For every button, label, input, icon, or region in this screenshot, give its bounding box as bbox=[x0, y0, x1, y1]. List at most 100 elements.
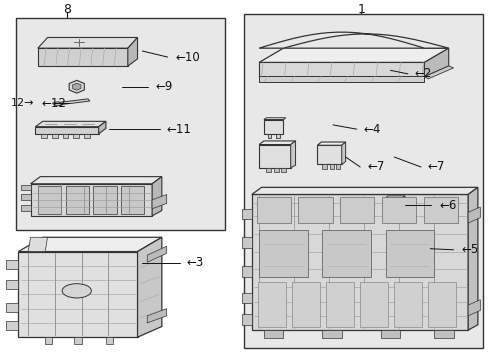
Text: ←7: ←7 bbox=[366, 161, 384, 174]
Polygon shape bbox=[21, 185, 30, 190]
Polygon shape bbox=[242, 314, 251, 325]
Polygon shape bbox=[426, 243, 428, 255]
Polygon shape bbox=[291, 282, 320, 327]
Polygon shape bbox=[325, 282, 354, 327]
Polygon shape bbox=[424, 66, 453, 79]
Polygon shape bbox=[69, 80, 84, 93]
Polygon shape bbox=[54, 102, 62, 106]
Polygon shape bbox=[317, 142, 345, 145]
Polygon shape bbox=[413, 255, 416, 259]
Polygon shape bbox=[322, 230, 370, 276]
Polygon shape bbox=[21, 205, 30, 211]
Polygon shape bbox=[52, 99, 90, 105]
Polygon shape bbox=[385, 198, 402, 221]
Polygon shape bbox=[409, 244, 426, 255]
Polygon shape bbox=[99, 121, 106, 134]
Polygon shape bbox=[242, 237, 251, 248]
Text: ←10: ←10 bbox=[175, 51, 199, 64]
Polygon shape bbox=[35, 121, 106, 127]
Ellipse shape bbox=[62, 284, 91, 298]
Polygon shape bbox=[256, 197, 290, 223]
Polygon shape bbox=[340, 197, 373, 223]
Polygon shape bbox=[242, 266, 251, 276]
Polygon shape bbox=[62, 134, 68, 138]
Polygon shape bbox=[259, 76, 424, 82]
Text: ←7: ←7 bbox=[427, 161, 444, 174]
Polygon shape bbox=[35, 127, 99, 134]
Text: 8: 8 bbox=[63, 3, 71, 16]
Polygon shape bbox=[147, 246, 166, 262]
Text: ←2: ←2 bbox=[414, 67, 431, 80]
Polygon shape bbox=[65, 185, 89, 214]
Polygon shape bbox=[419, 255, 422, 259]
Polygon shape bbox=[258, 282, 286, 327]
Polygon shape bbox=[93, 185, 116, 214]
Polygon shape bbox=[152, 194, 166, 209]
Polygon shape bbox=[385, 196, 404, 198]
Polygon shape bbox=[6, 321, 19, 330]
Polygon shape bbox=[28, 237, 47, 252]
Polygon shape bbox=[264, 118, 285, 120]
Polygon shape bbox=[402, 196, 404, 221]
Polygon shape bbox=[147, 309, 166, 323]
Polygon shape bbox=[341, 142, 345, 164]
Polygon shape bbox=[259, 144, 290, 168]
Text: ←4: ←4 bbox=[363, 123, 380, 136]
Polygon shape bbox=[467, 207, 479, 223]
Polygon shape bbox=[242, 209, 251, 220]
Polygon shape bbox=[423, 197, 457, 223]
Polygon shape bbox=[242, 293, 251, 303]
Polygon shape bbox=[72, 83, 81, 90]
Polygon shape bbox=[335, 164, 340, 169]
Polygon shape bbox=[127, 37, 137, 66]
Polygon shape bbox=[290, 141, 295, 168]
Polygon shape bbox=[264, 120, 283, 134]
Polygon shape bbox=[152, 177, 162, 216]
Polygon shape bbox=[259, 62, 424, 77]
Polygon shape bbox=[264, 330, 283, 338]
Polygon shape bbox=[6, 280, 19, 289]
Polygon shape bbox=[19, 237, 162, 252]
Polygon shape bbox=[433, 330, 453, 338]
Polygon shape bbox=[380, 330, 399, 338]
Polygon shape bbox=[137, 237, 162, 337]
Polygon shape bbox=[427, 282, 456, 327]
Polygon shape bbox=[267, 134, 271, 138]
Polygon shape bbox=[385, 230, 433, 276]
Polygon shape bbox=[317, 145, 341, 164]
Polygon shape bbox=[6, 261, 19, 269]
Polygon shape bbox=[322, 330, 341, 338]
Polygon shape bbox=[38, 185, 61, 214]
Polygon shape bbox=[19, 252, 137, 337]
Text: ←6: ←6 bbox=[438, 199, 455, 212]
Polygon shape bbox=[360, 282, 387, 327]
Polygon shape bbox=[106, 337, 113, 344]
Polygon shape bbox=[273, 168, 278, 172]
Text: 12→: 12→ bbox=[11, 99, 34, 108]
Polygon shape bbox=[45, 337, 52, 344]
Polygon shape bbox=[329, 164, 333, 169]
Text: ←9: ←9 bbox=[155, 80, 172, 93]
Polygon shape bbox=[38, 37, 137, 48]
Text: ←11: ←11 bbox=[166, 123, 191, 136]
Polygon shape bbox=[38, 48, 127, 66]
Polygon shape bbox=[298, 197, 332, 223]
Polygon shape bbox=[322, 164, 326, 169]
Polygon shape bbox=[52, 134, 58, 138]
Polygon shape bbox=[276, 134, 279, 138]
Polygon shape bbox=[424, 48, 448, 77]
Polygon shape bbox=[467, 300, 479, 316]
Polygon shape bbox=[259, 141, 295, 144]
Text: ←3: ←3 bbox=[186, 256, 203, 270]
Polygon shape bbox=[21, 194, 30, 200]
Polygon shape bbox=[409, 243, 428, 244]
Polygon shape bbox=[251, 194, 467, 330]
Text: 1: 1 bbox=[357, 3, 365, 16]
Polygon shape bbox=[73, 134, 79, 138]
Polygon shape bbox=[30, 177, 162, 184]
Polygon shape bbox=[259, 32, 448, 48]
Polygon shape bbox=[251, 187, 477, 194]
Polygon shape bbox=[467, 187, 477, 330]
Polygon shape bbox=[259, 230, 307, 276]
Polygon shape bbox=[393, 282, 422, 327]
